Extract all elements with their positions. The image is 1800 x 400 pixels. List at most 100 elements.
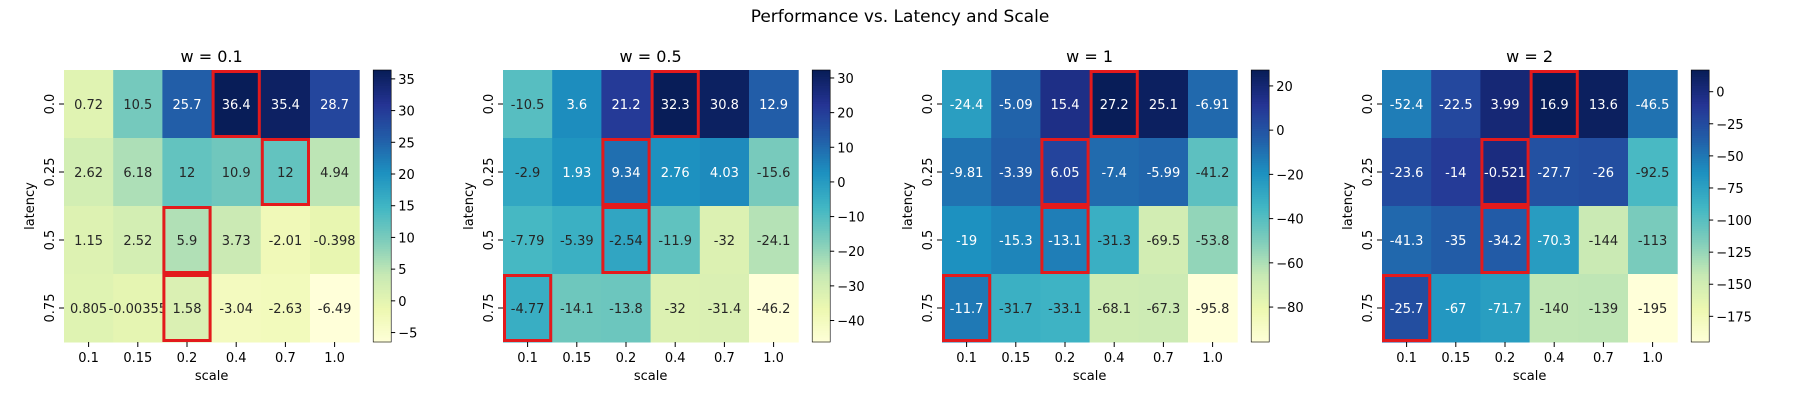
colorbar-segment bbox=[1691, 110, 1710, 114]
colorbar-segment bbox=[812, 83, 831, 87]
y-tick-label: 0.5 bbox=[1361, 230, 1376, 251]
cell-label: -33.1 bbox=[1048, 302, 1082, 317]
colorbar-segment bbox=[1251, 319, 1270, 323]
colorbar-segment bbox=[812, 330, 831, 334]
x-tick-label: 0.7 bbox=[1153, 351, 1174, 366]
colorbar-segment bbox=[373, 305, 392, 309]
colorbar-segment bbox=[373, 335, 392, 339]
colorbar-segment bbox=[812, 178, 831, 182]
panel-title: w = 0.5 bbox=[620, 47, 682, 66]
heatmap-cell bbox=[1382, 70, 1432, 139]
colorbar-segment bbox=[1251, 212, 1270, 216]
colorbar-segment bbox=[812, 255, 831, 259]
colorbar-segment bbox=[1691, 260, 1710, 264]
colorbar-tick-label: −175 bbox=[1716, 310, 1752, 325]
colorbar-frame bbox=[1250, 69, 1270, 343]
cell-label: -67.3 bbox=[1147, 302, 1181, 317]
heatmap-cell bbox=[211, 274, 262, 343]
colorbar-segment bbox=[812, 240, 831, 243]
colorbar-segment bbox=[1691, 337, 1710, 341]
colorbar-segment bbox=[373, 298, 392, 302]
colorbar-segment bbox=[373, 199, 392, 203]
cell-label: 27.2 bbox=[1100, 98, 1129, 113]
colorbar-segment bbox=[812, 70, 831, 73]
colorbar-segment bbox=[1691, 101, 1710, 105]
colorbar-segment bbox=[1251, 301, 1270, 305]
y-tick-label: 0.0 bbox=[921, 94, 936, 115]
colorbar-segment bbox=[1691, 201, 1710, 205]
colorbar-segment bbox=[812, 208, 831, 212]
colorbar-tick-label: −30 bbox=[837, 280, 864, 295]
colorbar-segment bbox=[1251, 326, 1270, 329]
colorbar-segment bbox=[812, 142, 831, 146]
cell-label: -24.4 bbox=[950, 98, 984, 113]
x-tick-label: 0.4 bbox=[1104, 351, 1125, 366]
colorbar-segment bbox=[1251, 208, 1270, 212]
colorbar-segment bbox=[1691, 174, 1710, 178]
colorbar-segment bbox=[812, 312, 831, 316]
colorbar-segment bbox=[812, 85, 831, 89]
colorbar-segment bbox=[373, 294, 392, 298]
colorbar-segment bbox=[1251, 237, 1270, 241]
colorbar-tick-label: −10 bbox=[837, 211, 864, 226]
x-tick-label: 0.7 bbox=[714, 351, 735, 366]
colorbar-segment bbox=[1691, 117, 1710, 121]
colorbar-segment bbox=[373, 287, 392, 291]
heatmap-cell bbox=[1040, 138, 1091, 207]
heatmap-cell bbox=[260, 206, 311, 275]
colorbar-segment bbox=[812, 303, 831, 307]
y-tick-label: 0.75 bbox=[1361, 294, 1376, 323]
colorbar-segment bbox=[373, 83, 392, 87]
cell-label: 2.62 bbox=[74, 166, 103, 181]
colorbar-segment bbox=[373, 160, 392, 164]
colorbar-segment bbox=[373, 278, 392, 282]
colorbar-segment bbox=[1251, 181, 1270, 184]
colorbar-segment bbox=[812, 76, 831, 80]
heatmap-cell bbox=[1529, 206, 1580, 275]
x-tick-label: 1.0 bbox=[763, 351, 784, 366]
colorbar-segment bbox=[373, 90, 392, 94]
colorbar-segment bbox=[1691, 339, 1710, 343]
colorbar-segment bbox=[1251, 339, 1270, 343]
heatmap-cell bbox=[601, 70, 652, 139]
colorbar-segment bbox=[1251, 233, 1270, 237]
colorbar-tick-label: −5 bbox=[398, 327, 417, 342]
colorbar-segment bbox=[812, 267, 831, 271]
colorbar-segment bbox=[812, 339, 831, 343]
colorbar-segment bbox=[373, 321, 392, 325]
colorbar-segment bbox=[812, 233, 831, 237]
colorbar-segment bbox=[1691, 178, 1710, 182]
cell-label: 1.93 bbox=[562, 166, 591, 181]
colorbar-segment bbox=[373, 158, 392, 162]
heatmap-cell bbox=[260, 70, 311, 139]
colorbar-segment bbox=[1691, 274, 1710, 277]
colorbar-segment bbox=[1691, 119, 1710, 123]
heatmap-cell bbox=[1480, 70, 1531, 139]
heatmap-cell bbox=[942, 274, 992, 343]
colorbar-segment bbox=[812, 260, 831, 264]
colorbar-segment bbox=[373, 271, 392, 275]
colorbar-segment bbox=[812, 271, 831, 275]
heatmap-cell bbox=[310, 70, 360, 139]
colorbar-segment bbox=[1251, 314, 1270, 318]
colorbar-tick-label: −125 bbox=[1716, 246, 1752, 261]
heatmap-cell bbox=[552, 274, 602, 343]
heatmap-cell bbox=[1188, 274, 1238, 343]
colorbar-segment bbox=[373, 110, 392, 114]
colorbar-segment bbox=[812, 190, 831, 193]
colorbar-segment bbox=[373, 85, 392, 89]
colorbar-segment bbox=[1251, 317, 1270, 320]
panel-title: w = 1 bbox=[1066, 47, 1113, 66]
colorbar-segment bbox=[373, 230, 392, 234]
y-tick-label: 0.25 bbox=[482, 158, 497, 187]
y-tick-label: 0.25 bbox=[921, 158, 936, 187]
cell-label: 6.05 bbox=[1051, 166, 1080, 181]
cell-label: -0.398 bbox=[314, 234, 356, 249]
heatmap-cell bbox=[1628, 70, 1678, 139]
colorbar-tick-label: −60 bbox=[1276, 257, 1303, 272]
colorbar-tick-label: 0 bbox=[1716, 86, 1724, 101]
colorbar-segment bbox=[1251, 192, 1270, 196]
colorbar-segment bbox=[1251, 190, 1270, 193]
heatmap-cell bbox=[1382, 206, 1432, 275]
colorbar-segment bbox=[812, 117, 831, 121]
